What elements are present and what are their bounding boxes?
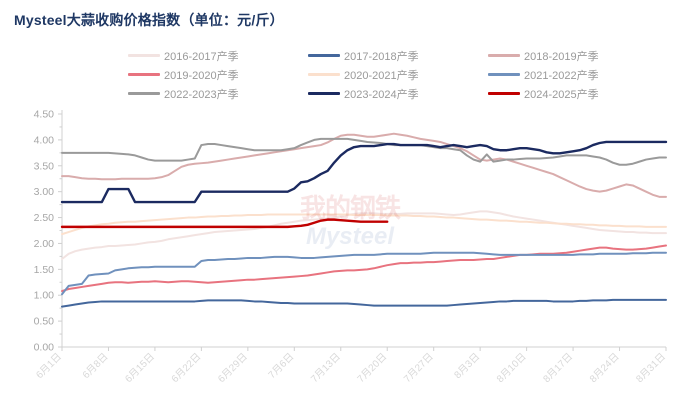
legend-swatch-icon (488, 54, 520, 57)
y-tick-label: 3.00 (34, 186, 55, 198)
x-axis-labels: 6月1日 6月8日 6月15日 6月22日 6月29日 7月6日 7月13日 7月20日 7月2… (34, 351, 668, 385)
series-group (60, 132, 668, 308)
x-tick-label: 8月17日 (541, 351, 575, 385)
chart-legend: 2016-2017产季 2017-2018产季 2018-2019产季 2019-20… (128, 46, 668, 103)
series-line-2024-2025产季 (60, 218, 389, 229)
legend-item-6[interactable]: 2021-2022产季 (488, 67, 668, 83)
series-line-2019-2020产季 (61, 244, 667, 293)
legend-label: 2023-2024产季 (344, 88, 419, 101)
y-axis-labels: 0.00 0.50 1.00 1.50 2.00 2.50 3.00 3.50 4.00 4.50 (34, 109, 55, 354)
series-line-2017-2018产季 (61, 298, 667, 308)
series-line-2021-2022产季 (61, 251, 667, 296)
series-line-2020-2021产季 (61, 213, 667, 236)
legend-label: 2016-2017产季 (164, 50, 239, 63)
legend-item-1[interactable]: 2016-2017产季 (128, 48, 308, 64)
legend-item-2[interactable]: 2017-2018产季 (308, 48, 488, 64)
x-tick-label: 6月22日 (169, 351, 203, 385)
x-tick-label: 6月29日 (216, 351, 250, 385)
page-title: Mysteel大蒜收购价格指数（单位：元/斤） (14, 12, 284, 28)
x-tick-label: 7月27日 (401, 351, 435, 385)
legend-swatch-icon (128, 73, 160, 76)
series-line-2023-2024产季 (60, 140, 668, 204)
x-tick-label: 8月31日 (634, 351, 668, 385)
legend-label: 2021-2022产季 (524, 69, 599, 82)
y-tick-label: 2.00 (34, 238, 55, 250)
legend-label: 2018-2019产季 (524, 50, 599, 63)
series-line-2022-2023产季 (61, 137, 667, 166)
x-tick-label: 6月15日 (123, 351, 157, 385)
x-tick-label: 6月1日 (34, 351, 64, 381)
y-tick-label: 1.00 (34, 290, 55, 302)
legend-item-8[interactable]: 2023-2024产季 (308, 86, 488, 102)
legend-item-4[interactable]: 2019-2020产季 (128, 67, 308, 83)
x-tick-label: 7月13日 (308, 351, 342, 385)
legend-item-7[interactable]: 2022-2023产季 (128, 86, 308, 102)
legend-item-9[interactable]: 2024-2025产季 (488, 86, 668, 102)
x-tick-label: 7月20日 (355, 351, 389, 385)
y-tick-label: 3.50 (34, 160, 55, 172)
x-tick-label: 6月8日 (80, 351, 110, 381)
legend-swatch-icon (128, 54, 160, 57)
x-tick-label: 8月10日 (494, 351, 528, 385)
y-tick-label: 1.50 (34, 264, 55, 276)
legend-label: 2024-2025产季 (524, 88, 599, 101)
legend-item-5[interactable]: 2020-2021产季 (308, 67, 488, 83)
legend-label: 2020-2021产季 (344, 69, 419, 82)
legend-label: 2022-2023产季 (164, 88, 239, 101)
legend-swatch-icon (488, 92, 520, 95)
legend-swatch-icon (308, 54, 340, 57)
legend-label: 2019-2020产季 (164, 69, 239, 82)
x-tick-label: 7月6日 (266, 351, 296, 381)
x-tick-label: 8月24日 (587, 351, 621, 385)
y-tick-label: 0.50 (34, 316, 55, 328)
y-tick-label: 0.00 (34, 342, 55, 354)
legend-label: 2017-2018产季 (344, 50, 419, 63)
legend-swatch-icon (308, 73, 340, 76)
legend-swatch-icon (308, 92, 340, 95)
x-tick-label: 8月3日 (452, 351, 482, 381)
y-tick-label: 4.50 (34, 109, 55, 121)
series-line-2018-2019产季 (61, 132, 667, 198)
legend-item-3[interactable]: 2018-2019产季 (488, 48, 668, 64)
legend-swatch-icon (488, 73, 520, 76)
y-tick-label: 4.00 (34, 134, 55, 146)
y-tick-label: 2.50 (34, 212, 55, 224)
legend-swatch-icon (128, 92, 160, 95)
